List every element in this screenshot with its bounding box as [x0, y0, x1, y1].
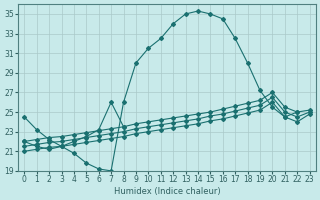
X-axis label: Humidex (Indice chaleur): Humidex (Indice chaleur) — [114, 187, 220, 196]
